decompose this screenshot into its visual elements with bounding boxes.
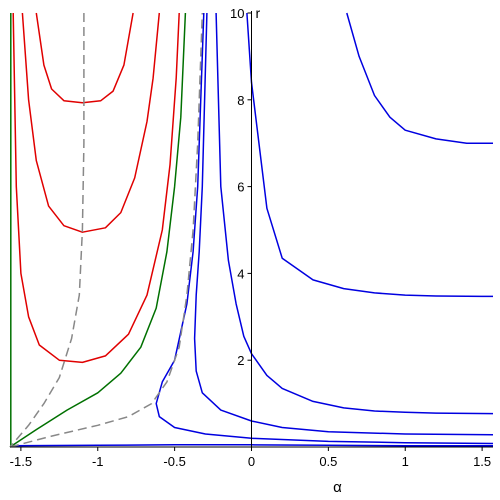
series-line-6 (35, 12, 134, 104)
y-tick-label: 2 (237, 353, 244, 368)
series-line-1 (346, 12, 493, 144)
x-axis-title: α (333, 479, 342, 496)
series-line-7 (21, 12, 161, 233)
series-line-10 (9, 12, 187, 448)
series-line-4 (155, 12, 494, 445)
ticks-layer: -1.5 -1 -0.5 0 0.5 1 1.5 2 4 6 8 10 (10, 6, 491, 469)
series-line-3 (193, 12, 494, 436)
series-line-8 (12, 12, 180, 364)
x-tick-label: -1 (92, 454, 104, 469)
series-line-0 (246, 12, 493, 298)
y-tick-label: 6 (237, 180, 244, 195)
series-line-2 (215, 12, 494, 415)
y-tick-label: 10 (230, 6, 244, 21)
x-tick-label: 1.5 (473, 454, 491, 469)
series-line-11 (9, 13, 85, 448)
x-tick-label: -0.5 (163, 454, 185, 469)
x-tick-label: 0 (248, 454, 255, 469)
x-tick-label: -1.5 (10, 454, 32, 469)
y-axis-title: r (256, 5, 261, 21)
series-line-12 (9, 12, 204, 448)
y-tick-label: 4 (237, 266, 244, 281)
x-tick-label: 1 (402, 454, 409, 469)
y-tick-label: 8 (237, 93, 244, 108)
x-tick-label: 0.5 (319, 454, 337, 469)
